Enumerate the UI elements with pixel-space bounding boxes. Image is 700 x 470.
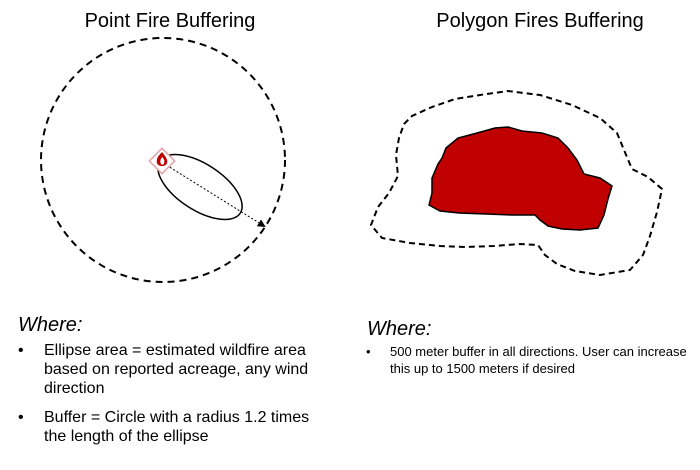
direction-arrow (162, 162, 266, 228)
polygon-bullet-buffer: 500 meter buffer in all directions. User… (366, 343, 690, 377)
point-buffer-circle (40, 37, 286, 283)
polygon-where-label: Where: (367, 318, 432, 340)
polygon-bullet-list: 500 meter buffer in all directions. User… (366, 343, 690, 377)
point-bullet-buffer: Buffer = Circle with a radius 1.2 times … (18, 408, 334, 446)
point-fire-title: Point Fire Buffering (84, 10, 256, 32)
polygon-fire-title: Polygon Fires Buffering (436, 10, 644, 32)
point-bullet-ellipse: Ellipse area = estimated wildfire area b… (18, 341, 334, 398)
fire-point-icon (148, 147, 176, 175)
diagram-canvas (40, 37, 664, 283)
polygon-fire-shape (428, 126, 613, 231)
point-where-label: Where: (18, 314, 83, 336)
point-bullet-list: Ellipse area = estimated wildfire area b… (18, 341, 334, 456)
polygon-buffer-outline (369, 89, 664, 277)
